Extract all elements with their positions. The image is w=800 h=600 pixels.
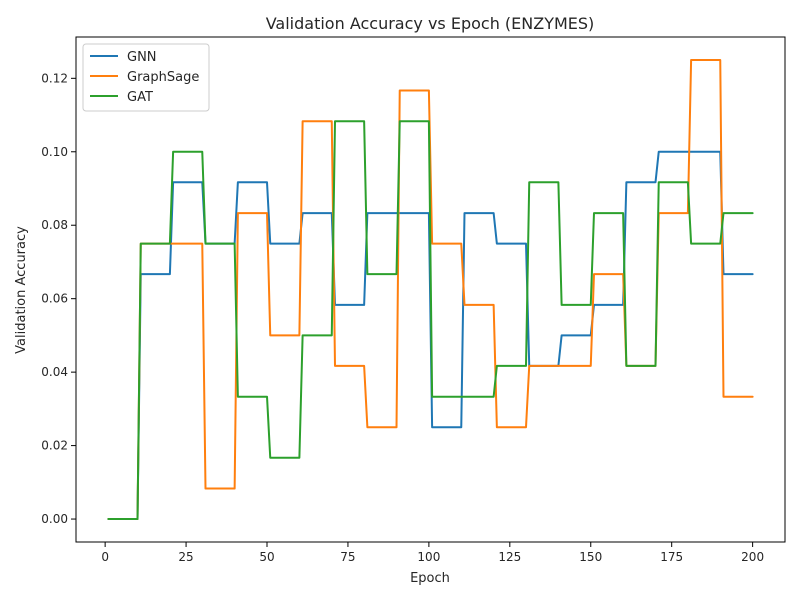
y-tick-label: 0.08 xyxy=(41,218,68,232)
x-tick-label: 200 xyxy=(741,550,764,564)
y-tick-label: 0.00 xyxy=(41,512,68,526)
y-tick-label: 0.02 xyxy=(41,439,68,453)
y-axis: 0.00 0.02 0.04 0.06 0.08 0.10 0.12 xyxy=(41,71,76,526)
x-tick-label: 150 xyxy=(579,550,602,564)
legend: GNN GraphSage GAT xyxy=(82,43,210,112)
y-tick-label: 0.12 xyxy=(41,71,68,85)
x-tick-label: 50 xyxy=(259,550,274,564)
x-axis: 0 25 50 75 100 125 150 175 200 xyxy=(101,542,764,564)
legend-label-graphsage: GraphSage xyxy=(127,70,199,85)
y-axis-label: Validation Accuracy xyxy=(14,226,29,354)
plot-frame xyxy=(75,36,786,543)
x-tick-label: 125 xyxy=(498,550,521,564)
x-axis-label: Epoch xyxy=(410,571,450,586)
legend-label-gat: GAT xyxy=(127,90,153,105)
x-tick-label: 75 xyxy=(340,550,355,564)
x-tick-label: 100 xyxy=(417,550,440,564)
legend-box xyxy=(82,43,210,112)
legend-label-gnn: GNN xyxy=(127,50,157,65)
y-tick-label: 0.06 xyxy=(41,292,68,306)
y-tick-label: 0.10 xyxy=(41,145,68,159)
x-tick-label: 175 xyxy=(660,550,683,564)
x-tick-label: 25 xyxy=(178,550,193,564)
y-tick-label: 0.04 xyxy=(41,365,68,379)
x-tick-label: 0 xyxy=(101,550,109,564)
plot-area xyxy=(75,36,786,543)
series-line-gat xyxy=(107,120,754,521)
chart-title: Validation Accuracy vs Epoch (ENZYMES) xyxy=(266,14,595,33)
series-lines xyxy=(107,58,754,521)
